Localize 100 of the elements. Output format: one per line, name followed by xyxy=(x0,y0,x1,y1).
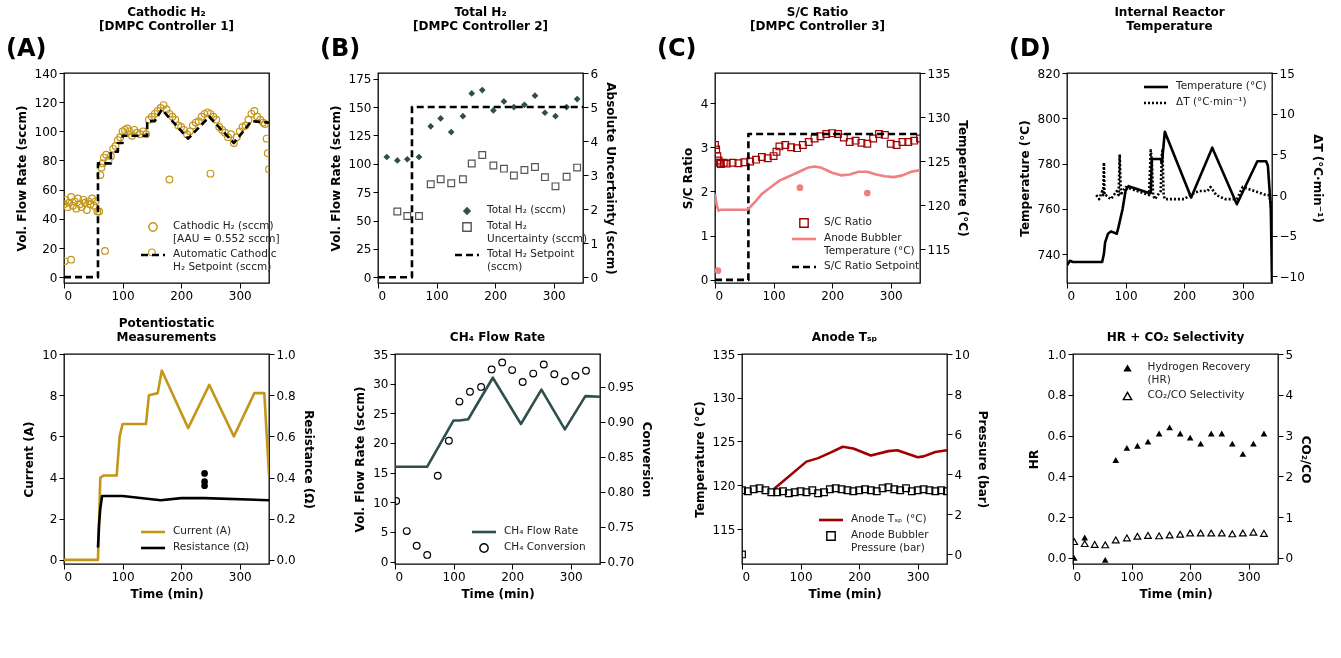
point xyxy=(466,387,474,396)
x-tick-label: 300 xyxy=(542,288,566,303)
point xyxy=(913,486,922,495)
point xyxy=(869,134,878,143)
point xyxy=(1122,534,1131,542)
y-axis-title: S/C Ratio xyxy=(680,147,695,210)
point xyxy=(857,138,866,147)
point xyxy=(518,378,527,386)
x-tick-label: 0 xyxy=(1073,569,1082,584)
y-tick-label: 25 xyxy=(356,242,372,257)
chart-title: Cathodic H₂ [DMPC Controller 1] xyxy=(99,5,234,33)
y2-tick-label: 8 xyxy=(954,387,963,402)
y-tick-label: 0.4 xyxy=(1047,469,1067,484)
y2-tick-label: 0.2 xyxy=(276,512,296,527)
y2-tick-label: 2 xyxy=(1285,469,1294,484)
y2-tick-label: 15 xyxy=(1279,66,1295,81)
point xyxy=(715,267,722,274)
y-tick-label: 820 xyxy=(1037,66,1061,81)
y-tick-label: 80 xyxy=(42,154,58,168)
x-tick-label: 100 xyxy=(1114,288,1138,303)
x-tick-label: 0 xyxy=(742,569,751,584)
y2-tick-label: 4 xyxy=(954,467,963,482)
x-tick-label: 200 xyxy=(170,288,194,303)
legend-label: Anode Bubbler Temperature (°C) xyxy=(823,231,915,256)
point xyxy=(426,180,435,189)
line-series xyxy=(395,376,600,469)
y-tick-label: 130 xyxy=(712,391,736,406)
y-tick-label: 10 xyxy=(42,347,58,362)
y-tick-label: 100 xyxy=(348,157,372,172)
point xyxy=(1144,438,1152,445)
y2-tick-label: 0.6 xyxy=(276,429,296,444)
y2-tick-label: 0 xyxy=(1285,551,1294,566)
legend-label: Anode Bubbler Pressure (bar) xyxy=(851,528,930,553)
text: (D) xyxy=(1009,34,1051,62)
y-axis-title: HR xyxy=(1027,449,1042,470)
point xyxy=(892,141,901,150)
point xyxy=(743,487,752,496)
y2-tick-label: 1.0 xyxy=(276,347,296,362)
point xyxy=(804,138,813,146)
point xyxy=(498,358,507,367)
point xyxy=(919,485,928,494)
point xyxy=(810,134,819,143)
point xyxy=(415,153,423,161)
legend-label: Current (A) xyxy=(173,524,232,536)
point xyxy=(1101,557,1109,563)
y2-tick-label: 0.85 xyxy=(607,450,635,465)
point xyxy=(436,175,445,184)
point xyxy=(1134,442,1141,449)
point xyxy=(403,155,411,163)
y-tick-label: 135 xyxy=(712,347,736,362)
y2-tick-label: 0 xyxy=(1279,188,1288,203)
point xyxy=(1101,541,1110,549)
y2-tick-label: 10 xyxy=(1279,107,1295,122)
point xyxy=(433,471,442,480)
point xyxy=(861,485,869,494)
y-tick-label: 740 xyxy=(1037,247,1061,262)
point xyxy=(825,485,834,494)
point xyxy=(740,158,749,167)
y2-axis-title: Conversion xyxy=(640,421,655,498)
y2-tick-label: 2 xyxy=(954,507,963,522)
legend-label: Anode Tₛₚ (°C) xyxy=(851,512,927,524)
x-tick-label: 100 xyxy=(111,288,135,303)
y-tick-label: 40 xyxy=(42,212,58,227)
point xyxy=(878,484,887,493)
y-axis-title: Vol. Flow Rate (sccm) xyxy=(14,105,29,252)
y2-tick-label: 135 xyxy=(927,66,951,81)
y-tick-label: 10 xyxy=(373,495,389,510)
y-axis-title: Vol. Flow Rate (sccm) xyxy=(353,386,368,533)
point xyxy=(1133,532,1142,540)
y-tick-label: 0.8 xyxy=(1047,388,1067,403)
point xyxy=(863,139,872,148)
y2-tick-label: 1 xyxy=(590,236,599,251)
y-tick-label: 1 xyxy=(700,229,709,244)
text: (B) xyxy=(320,34,361,62)
point xyxy=(757,153,766,161)
point xyxy=(1111,536,1120,544)
point xyxy=(520,166,529,174)
point xyxy=(1197,440,1205,447)
point xyxy=(884,483,893,492)
y-tick-label: 1.0 xyxy=(1047,347,1067,362)
y2-tick-label: 0 xyxy=(590,270,599,285)
point xyxy=(201,470,208,477)
y2-tick-label: 4 xyxy=(590,134,599,149)
y2-tick-label: 0.75 xyxy=(607,520,635,535)
point xyxy=(393,207,402,216)
point xyxy=(403,212,412,220)
x-tick-label: 300 xyxy=(1237,569,1261,584)
point xyxy=(907,487,916,496)
point xyxy=(490,107,497,114)
y-tick-label: 0 xyxy=(380,555,389,570)
point xyxy=(508,366,517,375)
point xyxy=(437,115,445,122)
line-series xyxy=(715,165,920,212)
point xyxy=(551,182,560,191)
y-tick-label: 175 xyxy=(348,72,372,87)
point xyxy=(872,487,881,496)
point xyxy=(822,130,831,138)
point xyxy=(769,152,778,161)
point xyxy=(393,157,401,164)
x-tick-label: 300 xyxy=(879,288,903,303)
